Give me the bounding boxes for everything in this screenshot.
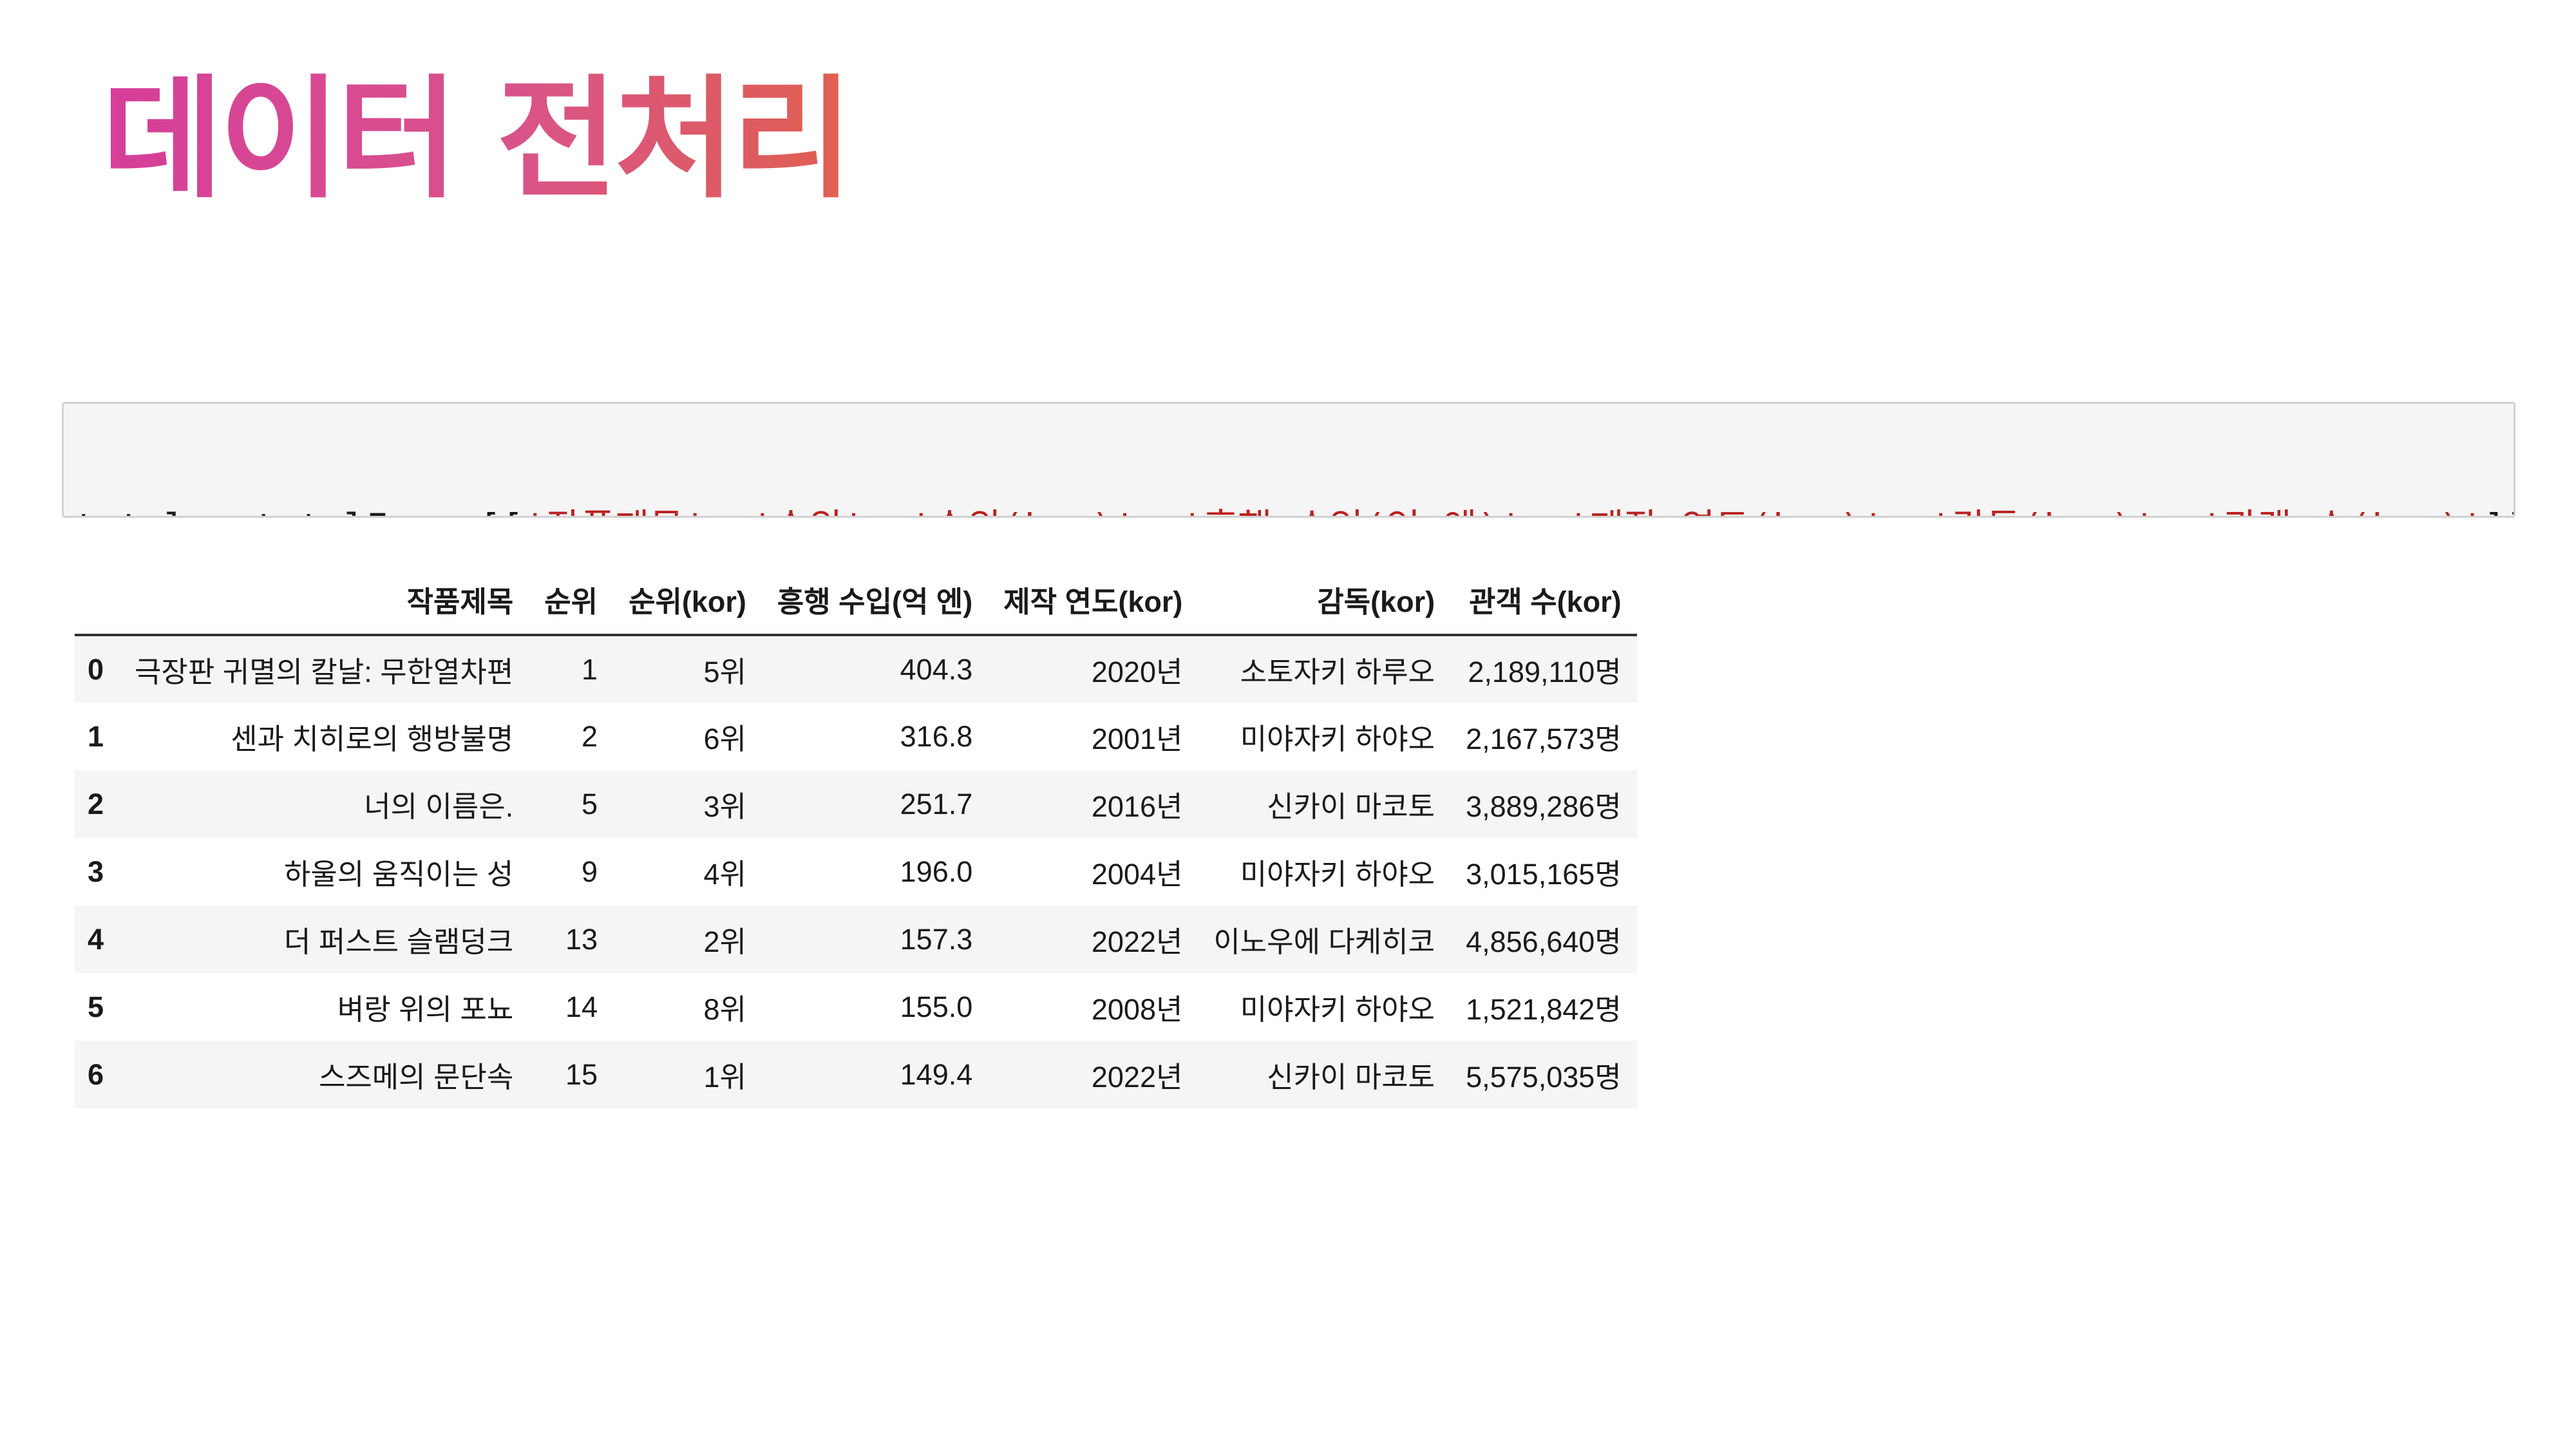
row-index: 1 — [88, 719, 104, 753]
table-cell: 미야자키 하야오 — [1240, 723, 1435, 755]
table-cell: 1,521,842명 — [1466, 993, 1622, 1026]
table-cell: 신카이 마코토 — [1267, 790, 1435, 823]
slide-title: 데이터 전처리 — [102, 63, 853, 216]
code-string-token: '관객 수(kor)' — [2201, 506, 2483, 516]
table-cell: 2008년 — [1091, 993, 1183, 1026]
column-header: 관객 수(kor) — [1450, 564, 1637, 636]
table-cell: 5위 — [703, 656, 746, 688]
table-row: 4 더 퍼스트 슬램덩크 13 2위 157.3 2022년 이노우에 다케히코 4,856,… — [75, 905, 1637, 973]
code-string-token: '작품제목' — [524, 506, 706, 516]
code-string-token: '순위' — [752, 506, 866, 516]
table-cell: 2,167,573명 — [1466, 723, 1622, 755]
table-cell: 9 — [582, 855, 598, 888]
table-cell: 3,015,165명 — [1466, 858, 1622, 891]
index-header — [75, 564, 120, 636]
table-cell: 소토자키 하루오 — [1240, 656, 1435, 688]
table-cell: 1 — [582, 652, 598, 686]
column-header: 순위(kor) — [613, 564, 762, 636]
row-index: 6 — [88, 1057, 104, 1091]
table-cell: 157.3 — [900, 922, 973, 956]
code-text-token: , — [1884, 506, 1929, 516]
table-cell: 3,889,286명 — [1466, 790, 1622, 823]
table-cell: 2016년 — [1091, 790, 1183, 823]
table-header-row: 작품제목 순위 순위(kor) 흥행 수입(억 엔) 제작 연도(kor) 감독(kor)… — [75, 564, 1637, 636]
column-header: 순위 — [529, 564, 614, 636]
row-index: 4 — [88, 922, 104, 956]
code-text-token: , — [706, 506, 752, 516]
row-index: 0 — [88, 652, 104, 686]
table-row: 1 센과 치히로의 행방불명 2 6위 316.8 2001년 미야자키 하야오 2,167,… — [75, 703, 1637, 770]
table-cell: 더 퍼스트 슬램덩크 — [284, 925, 514, 958]
row-index: 3 — [88, 855, 104, 888]
table-row: 0 극장판 귀멸의 칼날: 무한열차편 1 5위 404.3 2020년 소토자키 하루오 2… — [75, 635, 1637, 703]
table-cell: 2,189,110명 — [1468, 656, 1622, 688]
table-cell: 6위 — [703, 723, 746, 755]
table-cell: 2004년 — [1091, 858, 1183, 891]
dataframe-output-table: 작품제목 순위 순위(kor) 흥행 수입(억 엔) 제작 연도(kor) 감독(kor)… — [75, 564, 1637, 1108]
column-header: 감독(kor) — [1198, 564, 1451, 636]
table-row: 6 스즈메의 문단속 15 1위 149.4 2022년 신카이 마코토 5,575,035명 — [75, 1041, 1637, 1108]
code-text-token: , — [2155, 506, 2201, 516]
table-cell: 404.3 — [900, 652, 973, 686]
row-index: 5 — [88, 990, 104, 1023]
code-string-token: '감독(kor)' — [1929, 506, 2155, 516]
table-cell: 미야자키 하야오 — [1240, 858, 1435, 891]
table-cell: 155.0 — [900, 990, 973, 1023]
code-cell[interactable]: total = totalInner[['작품제목', '순위', '순위(ko… — [62, 402, 2515, 518]
column-header: 제작 연도(kor) — [988, 564, 1198, 636]
table-cell: 13 — [565, 922, 598, 956]
table-row: 3 하울의 움직이는 성 9 4위 196.0 2004년 미야자키 하야오 3,015,16… — [75, 838, 1637, 905]
table-cell: 4,856,640명 — [1466, 925, 1622, 958]
table-cell: 316.8 — [900, 719, 973, 753]
table-cell: 2020년 — [1091, 656, 1183, 688]
table-cell: 5 — [582, 787, 598, 820]
code-line-1: total = totalInner[['작품제목', '순위', '순위(ko… — [74, 506, 2514, 516]
table-cell: 벼랑 위의 포뇨 — [337, 993, 514, 1026]
column-header: 흥행 수입(억 엔) — [761, 564, 989, 636]
code-string-token: '제작 연도(kor)' — [1567, 506, 1884, 516]
table-cell: 이노우에 다케히코 — [1213, 925, 1435, 958]
table-cell: 15 — [565, 1057, 598, 1091]
table-cell: 하울의 움직이는 성 — [284, 858, 514, 891]
row-index: 2 — [88, 787, 104, 820]
table-cell: 149.4 — [900, 1057, 973, 1091]
table-cell: 2위 — [703, 925, 746, 958]
table-cell: 신카이 마코토 — [1267, 1061, 1435, 1094]
code-text-token: totalInner[[ — [231, 506, 524, 516]
table-cell: 8위 — [703, 993, 746, 1026]
code-operator-token: = — [209, 506, 232, 516]
table-cell: 미야자키 하야오 — [1240, 993, 1435, 1026]
table-cell: 센과 치히로의 행방불명 — [231, 723, 514, 755]
table-cell: 2022년 — [1091, 1061, 1183, 1094]
table-cell: 2 — [582, 719, 598, 753]
table-cell: 4위 — [703, 858, 746, 891]
column-header: 작품제목 — [119, 564, 529, 636]
code-text-token: , — [1136, 506, 1181, 516]
table-row: 5 벼랑 위의 포뇨 14 8위 155.0 2008년 미야자키 하야오 1,521,842… — [75, 973, 1637, 1041]
table-cell: 251.7 — [900, 787, 973, 820]
code-text-token: , — [865, 506, 910, 516]
table-cell: 극장판 귀멸의 칼날: 무한열차편 — [135, 656, 514, 688]
table-cell: 스즈메의 문단속 — [318, 1061, 514, 1094]
table-cell: 2001년 — [1091, 723, 1183, 755]
code-text-token: ]] — [2484, 506, 2514, 516]
table-cell: 14 — [565, 990, 598, 1023]
table-cell: 너의 이름은. — [364, 790, 514, 823]
table-cell: 2022년 — [1091, 925, 1183, 958]
code-text-token: total — [74, 506, 209, 516]
code-string-token: '흥행 수입(억 엔)' — [1181, 506, 1522, 516]
code-text-token: , — [1522, 506, 1567, 516]
table-cell: 5,575,035명 — [1466, 1061, 1622, 1094]
table-row: 2 너의 이름은. 5 3위 251.7 2016년 신카이 마코토 3,889,286명 — [75, 770, 1637, 838]
table-cell: 1위 — [703, 1061, 746, 1094]
code-string-token: '순위(kor)' — [910, 506, 1136, 516]
table-cell: 196.0 — [900, 855, 973, 888]
table-cell: 3위 — [703, 790, 746, 823]
